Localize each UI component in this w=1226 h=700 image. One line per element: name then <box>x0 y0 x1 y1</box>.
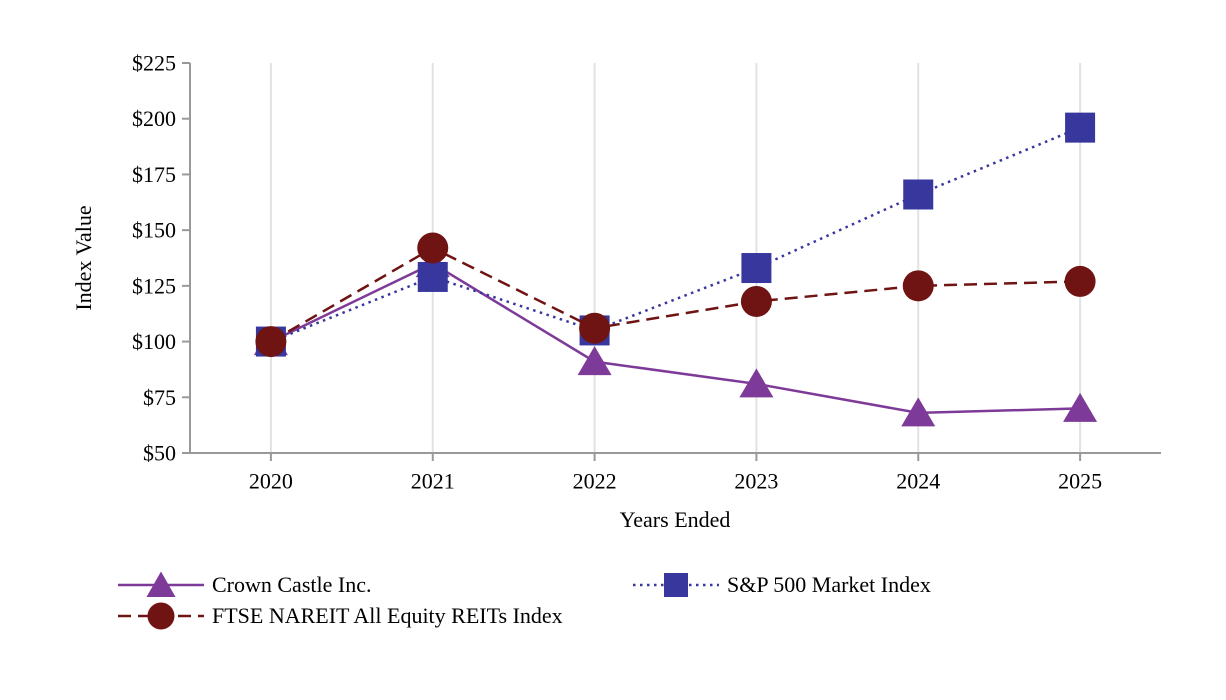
y-tick-label: $200 <box>132 106 176 131</box>
legend-item-sp500: S&P 500 Market Index <box>633 568 931 602</box>
legend-label: Crown Castle Inc. <box>212 572 372 597</box>
y-tick-label: $100 <box>132 329 176 354</box>
crown-castle-inc-point-2024 <box>901 397 936 427</box>
ftse-nareit-legend-marker-icon <box>118 602 204 630</box>
y-axis-title: Index Value <box>71 205 96 311</box>
crown-castle-inc-series-line <box>270 262 1081 415</box>
y-tick-label: $225 <box>132 51 176 76</box>
sp500-legend-marker-icon <box>633 573 719 597</box>
y-tick-label: $50 <box>143 441 176 466</box>
crown-castle-inc-point-2023 <box>739 368 774 398</box>
s-p-500-market-index-point-2025 <box>1065 112 1096 143</box>
x-tick-label: 2024 <box>896 469 940 494</box>
circle-marker-icon <box>147 602 175 630</box>
y-tick-label: $150 <box>132 218 176 243</box>
ftse-nareit-all-equity-reits-index-point-2024 <box>902 270 934 302</box>
x-tick-label: 2021 <box>411 469 455 494</box>
y-tick-label: $75 <box>143 385 176 410</box>
legend-item-crown-castle: Crown Castle Inc. <box>118 568 371 602</box>
ftse-nareit-all-equity-reits-index-point-2020 <box>255 326 287 358</box>
crown-castle-inc-point-2025 <box>1063 392 1098 422</box>
crown-castle-legend-marker-icon <box>118 571 204 597</box>
ftse-nareit-all-equity-reits-index-point-2021 <box>417 232 449 264</box>
x-tick-label: 2025 <box>1058 469 1102 494</box>
ftse-nareit-all-equity-reits-index-point-2025 <box>1064 265 1096 297</box>
triangle-marker-icon <box>146 571 176 597</box>
ftse-nareit-all-equity-reits-index-series-line <box>270 246 1081 343</box>
s-p-500-market-index-point-2024 <box>903 179 934 210</box>
s-p-500-market-index-point-2023 <box>741 253 772 284</box>
legend-label: S&P 500 Market Index <box>727 572 931 597</box>
x-axis-title: Years Ended <box>619 507 731 532</box>
square-marker-icon <box>664 573 688 597</box>
legend-item-ftse-nareit: FTSE NAREIT All Equity REITs Index <box>118 599 563 633</box>
chart-plot-area: $225 $200 $175 $150 $125 $100 $75 $50 2020 2021 20… <box>132 51 1161 494</box>
x-tick-label: 2023 <box>734 469 778 494</box>
crown-castle-inc-point-2022 <box>577 346 612 376</box>
s-p-500-market-index-point-2021 <box>417 261 448 292</box>
s-p-500-market-index-series-line <box>270 126 1081 343</box>
legend-label: FTSE NAREIT All Equity REITs Index <box>212 603 563 628</box>
ftse-nareit-all-equity-reits-index-point-2022 <box>579 312 611 344</box>
x-tick-label: 2020 <box>249 469 293 494</box>
y-tick-label: $175 <box>132 162 176 187</box>
y-tick-label: $125 <box>132 273 176 298</box>
ftse-nareit-all-equity-reits-index-point-2023 <box>740 285 772 317</box>
x-tick-label: 2022 <box>573 469 617 494</box>
